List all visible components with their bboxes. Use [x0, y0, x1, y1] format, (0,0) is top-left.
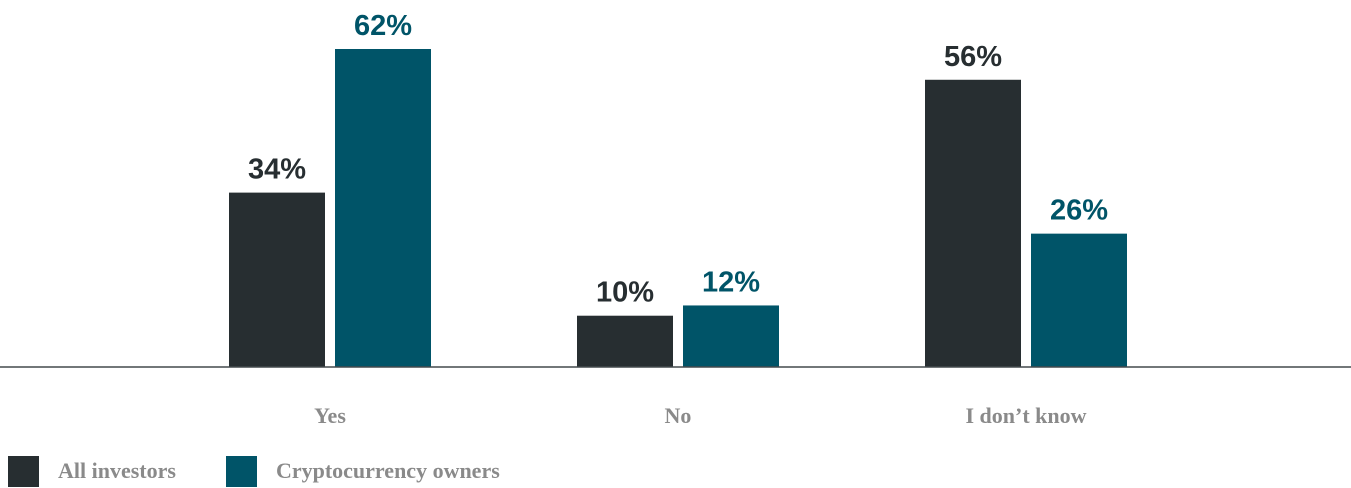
value-label-cryptocurrency-owners-yes: 62%	[354, 10, 412, 42]
legend-item-cryptocurrency-owners: Cryptocurrency owners	[225, 455, 500, 487]
legend-swatch-all-investors	[8, 455, 39, 487]
bar-cryptocurrency-owners-no	[683, 305, 779, 367]
category-labels-group: Yes No I don’t know	[314, 403, 1087, 428]
category-label-yes: Yes	[314, 403, 346, 428]
legend-item-all-investors: All investors	[8, 455, 176, 487]
value-label-all-investors-i-don-t-know: 56%	[944, 41, 1002, 73]
category-label-no: No	[665, 403, 692, 428]
bars-group	[229, 49, 1127, 367]
legend: All investors Cryptocurrency owners	[8, 455, 550, 487]
legend-label-all-investors: All investors	[58, 458, 176, 483]
bar-all-investors-no	[577, 315, 673, 367]
legend-swatch-cryptocurrency-owners	[225, 455, 257, 487]
category-label-i-don-t-know: I don’t know	[965, 403, 1086, 428]
value-label-cryptocurrency-owners-i-don-t-know: 26%	[1050, 195, 1108, 227]
legend-label-cryptocurrency-owners: Cryptocurrency owners	[275, 458, 500, 483]
value-label-all-investors-yes: 34%	[248, 154, 306, 186]
bar-cryptocurrency-owners-i-don-t-know	[1031, 233, 1127, 367]
bar-cryptocurrency-owners-yes	[335, 49, 431, 367]
value-label-cryptocurrency-owners-no: 12%	[702, 266, 760, 298]
value-label-all-investors-no: 10%	[596, 277, 654, 309]
bar-all-investors-i-don-t-know	[925, 79, 1021, 367]
value-labels-group: 34% 62% 10% 12% 56% 26%	[248, 10, 1108, 309]
bar-all-investors-yes	[229, 192, 325, 367]
